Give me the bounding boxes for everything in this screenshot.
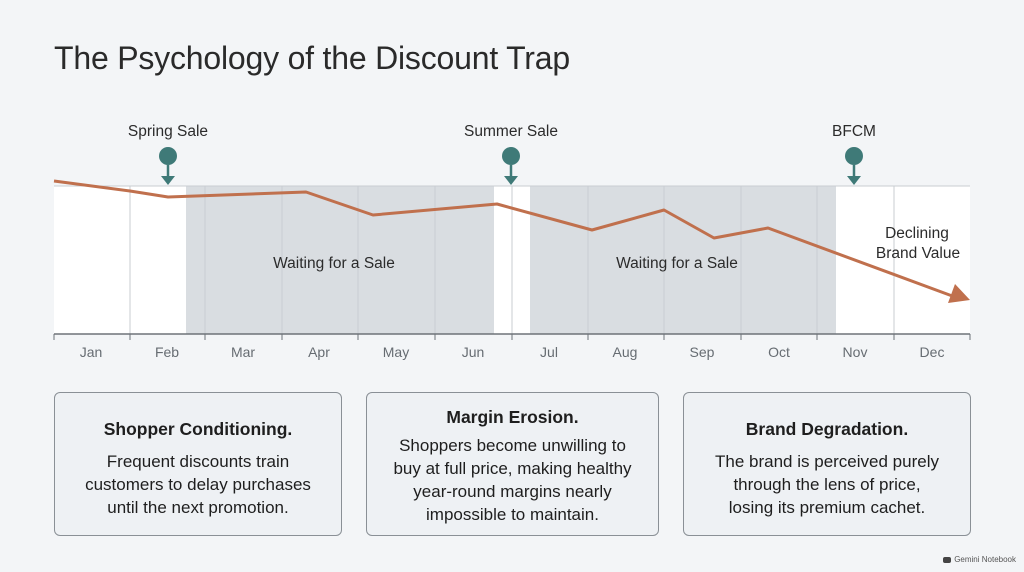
card-shopper-conditioning: Shopper Conditioning. Frequent discounts…: [54, 392, 342, 536]
card-brand-degradation: Brand Degradation. The brand is perceive…: [683, 392, 971, 536]
marker-label-summer-sale: Summer Sale: [464, 123, 558, 140]
month-label-mar: Mar: [231, 344, 255, 360]
card-body-line: buy at full price, making healthy: [393, 459, 632, 478]
card-body: Frequent discounts train customers to de…: [65, 450, 331, 519]
month-label-jul: Jul: [540, 344, 558, 360]
month-label-dec: Dec: [920, 344, 945, 360]
trend-arrowhead-icon: [948, 284, 970, 303]
spring-sale-pin-icon: [159, 147, 177, 185]
card-body-line: until the next promotion.: [107, 498, 289, 517]
bfcm-pin-icon: [845, 147, 863, 185]
month-label-oct: Oct: [768, 344, 790, 360]
month-label-sep: Sep: [690, 344, 715, 360]
month-label-nov: Nov: [843, 344, 868, 360]
brand-value-trend-line: [53, 179, 956, 299]
card-body-line: year-round margins nearly: [413, 482, 612, 501]
card-body-line: losing its premium cachet.: [728, 498, 926, 517]
month-label-jun: Jun: [462, 344, 485, 360]
axis-ticks: [53, 334, 971, 340]
month-label-aug: Aug: [613, 344, 638, 360]
waiting-label-2: Waiting for a Sale: [616, 255, 738, 272]
watermark: Gemini Notebook: [943, 555, 1016, 564]
declining-label-line1: Declining: [885, 225, 949, 242]
month-label-apr: Apr: [308, 344, 330, 360]
page-title: The Psychology of the Discount Trap: [54, 40, 570, 76]
timeline-diagram: Jan Feb Mar Apr May Jun Jul Aug Sep Oct …: [53, 123, 971, 360]
card-body-line: The brand is perceived purely: [715, 452, 939, 471]
waiting-label-1: Waiting for a Sale: [273, 255, 395, 272]
card-body-line: impossible to maintain.: [426, 505, 599, 524]
marker-label-spring-sale: Spring Sale: [128, 123, 208, 140]
card-margin-erosion: Margin Erosion. Shoppers become unwillin…: [366, 392, 659, 536]
card-title: Brand Degradation.: [745, 419, 909, 439]
card-title: Margin Erosion.: [446, 407, 579, 427]
card-body-line: Shoppers become unwilling to: [399, 436, 626, 455]
card-body: Shoppers become unwilling to buy at full…: [377, 434, 648, 526]
notebook-icon: [943, 556, 952, 563]
card-body: The brand is perceived purely through th…: [694, 450, 960, 519]
waiting-band-1: [186, 186, 494, 334]
watermark-text: Gemini Notebook: [954, 555, 1016, 564]
card-body-line: customers to delay purchases: [85, 475, 311, 494]
month-label-feb: Feb: [155, 344, 179, 360]
summer-sale-pin-icon: [502, 147, 520, 185]
month-label-may: May: [383, 344, 409, 360]
grid-lines: [129, 186, 895, 334]
marker-label-bfcm: BFCM: [832, 123, 876, 140]
month-label-jan: Jan: [80, 344, 103, 360]
card-body-line: Frequent discounts train: [106, 452, 290, 471]
declining-label-line2: Brand Value: [876, 245, 960, 262]
card-body-line: through the lens of price,: [733, 475, 921, 494]
card-title: Shopper Conditioning.: [103, 419, 293, 439]
waiting-band-2: [530, 186, 836, 334]
